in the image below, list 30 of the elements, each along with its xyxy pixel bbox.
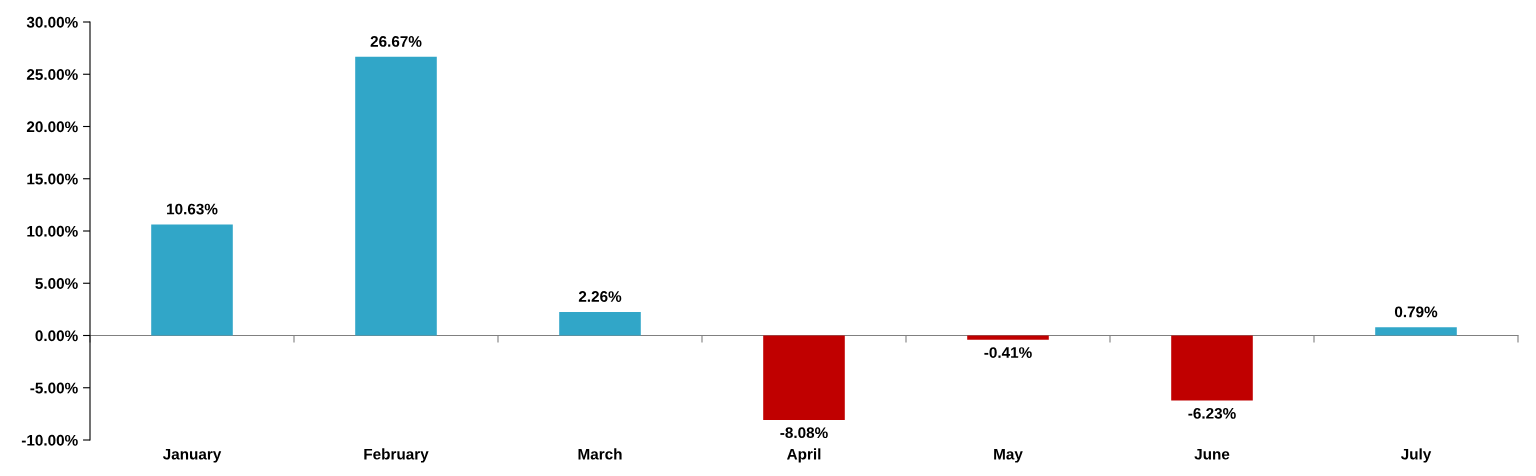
y-tick-label: 20.00% (26, 121, 78, 133)
bar (559, 311, 641, 336)
data-label: -0.41% (984, 347, 1032, 358)
bar (355, 56, 437, 336)
y-tick-label: 0.00% (35, 330, 78, 342)
data-label: 2.26% (578, 291, 622, 302)
data-label: 26.67% (370, 36, 422, 47)
bar (967, 335, 1049, 340)
x-tick-label: July (1400, 448, 1432, 463)
y-tick-label: -10.00% (21, 434, 78, 446)
x-tick-label: June (1194, 448, 1230, 460)
bar (1171, 335, 1253, 401)
data-label: 10.63% (167, 203, 218, 215)
bar (151, 224, 233, 336)
x-tick-label: January (162, 448, 222, 463)
x-tick-label: February (364, 448, 429, 463)
y-tick-label: 30.00% (26, 16, 78, 28)
y-tick-label: 25.00% (26, 69, 78, 80)
data-label: 0.79% (1394, 306, 1438, 318)
y-tick-label: 15.00% (27, 173, 78, 185)
x-tick-label: March (578, 448, 622, 460)
bar (1375, 327, 1457, 336)
bar (763, 335, 845, 420)
x-tick-label: May (994, 448, 1023, 463)
data-label: -8.08% (780, 427, 828, 439)
x-tick-label: April (786, 448, 821, 463)
y-tick-label: 5.00% (35, 278, 78, 289)
y-tick-label: -5.00% (30, 382, 78, 394)
data-label: -6.23% (1188, 407, 1236, 419)
y-tick-label: 10.00% (27, 225, 78, 237)
